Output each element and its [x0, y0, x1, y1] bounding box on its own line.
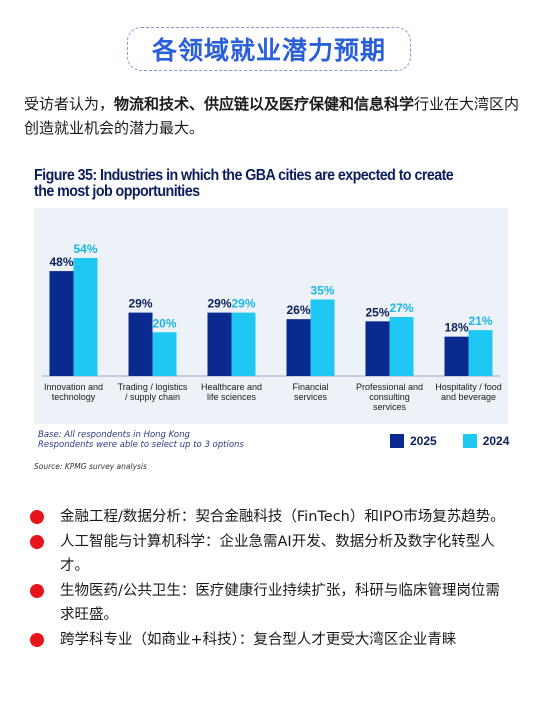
bullet-item: 人工智能与计算机科学：企业急需AI开发、数据分析及数字化转型人才。 — [30, 530, 510, 578]
bullet-list: 金融工程/数据分析：契合金融科技（FinTech）和IPO市场复苏趋势。 人工智… — [30, 505, 510, 653]
legend-label-2025: 2025 — [410, 434, 437, 448]
bar-2025 — [207, 312, 232, 376]
bullet-text: 跨学科专业（如商业+科技）：复合型人才更受大湾区企业青睐 — [60, 632, 457, 648]
x-tick-label: technology — [52, 392, 96, 402]
bar-2025 — [286, 319, 311, 376]
page-title-pill: 各领域就业潜力预期 — [127, 27, 411, 71]
x-tick-label: and beverage — [441, 392, 496, 402]
bar-2024 — [310, 299, 335, 376]
legend-swatch-2024 — [462, 434, 477, 448]
data-label-2025: 25% — [365, 305, 389, 319]
bar-2025 — [49, 271, 74, 376]
bar-2024 — [468, 330, 493, 376]
x-tick-label: Innovation and — [44, 382, 103, 392]
x-tick-label: Professional and — [356, 382, 423, 392]
red-dot-icon — [30, 633, 44, 647]
bullet-text: 人工智能与计算机科学：企业急需AI开发、数据分析及数字化转型人才。 — [60, 534, 495, 574]
bar-2025 — [444, 336, 469, 376]
page-title: 各领域就业潜力预期 — [151, 36, 386, 65]
bullet-item: 跨学科专业（如商业+科技）：复合型人才更受大湾区企业青睐 — [30, 628, 510, 652]
bar-2024 — [152, 332, 177, 376]
data-label-2024: 27% — [389, 301, 413, 315]
data-label-2024: 20% — [152, 316, 176, 330]
bar-2024 — [389, 316, 414, 376]
chart-plot-area: 48% 54% Innovation and technology 29% 20% Trad… — [34, 208, 508, 424]
x-tick-label: Healthcare and — [201, 382, 262, 392]
data-label-2025: 29% — [128, 297, 152, 311]
bar-2025 — [365, 321, 390, 376]
x-tick-label: services — [294, 392, 328, 402]
base-note-line2: Respondents were able to select up to 3 … — [38, 440, 244, 450]
data-label-2024: 54% — [73, 242, 97, 256]
x-tick-label: / supply chain — [125, 392, 180, 402]
red-dot-icon — [30, 584, 44, 598]
x-tick-label: services — [373, 402, 407, 412]
data-label-2024: 21% — [468, 314, 492, 328]
data-label-2025: 26% — [286, 303, 310, 317]
data-label-2024: 29% — [231, 297, 255, 311]
intro-pre: 受访者认为， — [24, 95, 115, 113]
x-tick-label: consulting — [369, 392, 410, 402]
bar-chart: 48%54%Innovation andtechnology29%20%Trad… — [42, 242, 502, 412]
bullet-item: 金融工程/数据分析：契合金融科技（FinTech）和IPO市场复苏趋势。 — [30, 505, 510, 529]
base-note-line1: Base: All respondents in Hong Kong — [38, 430, 190, 440]
red-dot-icon — [30, 535, 44, 549]
intro-paragraph: 受访者认为，物流和技术、供应链以及医疗保健和信息科学行业在大湾区内创造就业机会的… — [24, 92, 520, 140]
intro-bold: 物流和技术、供应链以及医疗保健和信息科学 — [114, 95, 415, 113]
base-note: Base: All respondents in Hong Kong Respo… — [38, 430, 244, 450]
x-tick-label: life sciences — [207, 392, 257, 402]
bullet-item: 生物医药/公共卫生：医疗健康行业持续扩张，科研与临床管理岗位需求旺盛。 — [30, 579, 510, 627]
x-tick-label: Financial — [292, 382, 328, 392]
intro-post: 行业在大湾区内创造就业机会的潜力最大。 — [24, 95, 520, 137]
chart-legend: 2025 2024 — [390, 434, 529, 448]
figure-title: Figure 35: Industries in which the GBA c… — [34, 167, 454, 200]
data-label-2024: 35% — [310, 284, 334, 298]
data-label-2025: 18% — [444, 321, 468, 335]
data-label-2025: 29% — [207, 297, 231, 311]
bar-2025 — [128, 312, 153, 376]
x-tick-label: Hospitality / food — [435, 382, 502, 392]
bar-2024 — [231, 312, 256, 376]
bar-2024 — [73, 257, 98, 376]
data-label-2025: 48% — [49, 255, 73, 269]
bullet-text: 生物医药/公共卫生：医疗健康行业持续扩张，科研与临床管理岗位需求旺盛。 — [60, 583, 500, 623]
bullet-text: 金融工程/数据分析：契合金融科技（FinTech）和IPO市场复苏趋势。 — [60, 509, 505, 525]
legend-swatch-2025 — [390, 434, 404, 448]
red-dot-icon — [30, 510, 44, 524]
legend-label-2024: 2024 — [482, 434, 510, 448]
figure-35: Figure 35: Industries in which the GBA c… — [28, 162, 514, 474]
x-tick-label: Trading / logistics — [118, 382, 188, 392]
source-note: Source: KPMG survey analysis — [34, 462, 147, 471]
